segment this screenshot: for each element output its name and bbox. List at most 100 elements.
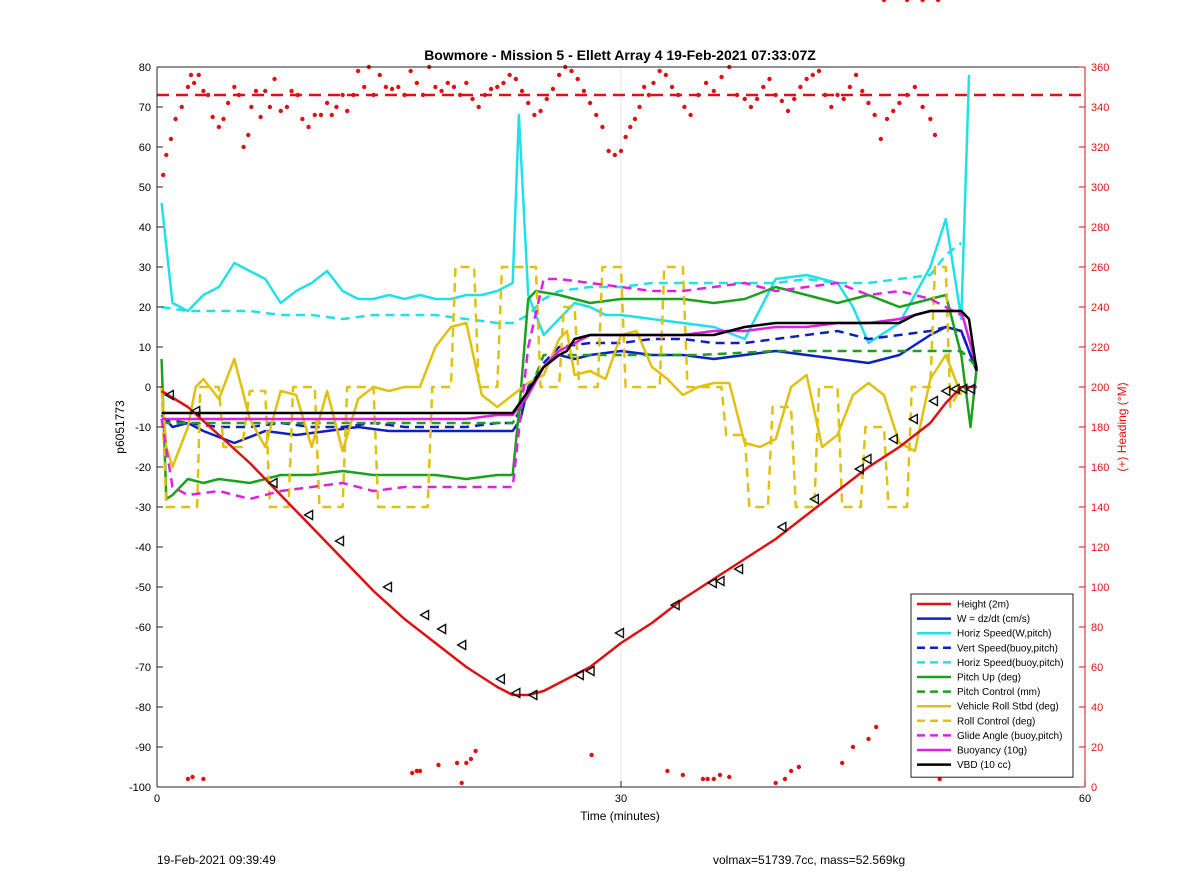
heading-point xyxy=(464,760,469,766)
height-marker xyxy=(419,609,430,621)
heading-point xyxy=(581,88,587,94)
height-marker xyxy=(927,395,939,407)
height-marker xyxy=(808,493,820,505)
y2-tick-label: 40 xyxy=(1091,702,1103,714)
heading-point xyxy=(705,776,710,782)
legend-label: Horiz Speed(buoy,pitch) xyxy=(957,658,1064,669)
heading-point xyxy=(779,98,785,104)
heading-point xyxy=(295,92,300,98)
heading-point xyxy=(884,116,890,122)
heading-point xyxy=(362,84,367,90)
x-axis-label: Time (minutes) xyxy=(580,809,660,823)
y2-tick-label: 260 xyxy=(1091,262,1109,274)
y2-tick-label: 220 xyxy=(1091,342,1109,354)
x-tick-label: 0 xyxy=(154,793,160,805)
heading-point xyxy=(306,124,311,130)
heading-point xyxy=(612,152,618,158)
heading-point xyxy=(420,92,426,98)
y-tick-label: 70 xyxy=(139,102,151,114)
heading-point xyxy=(544,96,549,102)
heading-point xyxy=(267,104,273,110)
heading-point xyxy=(236,92,242,98)
y2-tick-label: 200 xyxy=(1091,382,1109,394)
heading-point xyxy=(742,96,747,102)
y-tick-label: 0 xyxy=(145,382,151,394)
heading-point xyxy=(606,148,611,154)
heading-point xyxy=(628,124,633,130)
y-tick-label: -100 xyxy=(129,782,151,794)
y-tick-label: 20 xyxy=(139,302,151,314)
x-tick-label: 60 xyxy=(1079,793,1091,805)
y-tick-label: 10 xyxy=(139,342,151,354)
heading-point xyxy=(688,112,693,118)
height-marker xyxy=(190,405,201,417)
heading-point xyxy=(928,116,933,122)
heading-point xyxy=(253,88,259,94)
heading-point xyxy=(201,88,206,94)
heading-point xyxy=(623,134,628,140)
heading-point xyxy=(711,88,716,94)
heading-point xyxy=(451,84,457,90)
heading-point xyxy=(767,76,772,82)
heading-point xyxy=(334,104,339,110)
heading-point xyxy=(788,768,794,774)
heading-point xyxy=(168,136,174,142)
heading-point xyxy=(897,100,902,106)
height-marker xyxy=(887,433,898,445)
legend-label: Vehicle Roll Stbd (deg) xyxy=(957,702,1059,713)
heading-point xyxy=(920,0,925,3)
heading-point xyxy=(232,84,237,90)
heading-point xyxy=(371,92,376,98)
height-marker xyxy=(706,577,717,589)
heading-point xyxy=(414,80,420,86)
heading-point xyxy=(216,124,222,130)
series-line-9 xyxy=(160,277,962,501)
heading-point xyxy=(872,112,877,118)
heading-point xyxy=(476,104,481,110)
heading-point xyxy=(345,108,350,114)
height-marker xyxy=(714,575,725,587)
heading-point xyxy=(651,80,656,86)
heading-point xyxy=(637,104,642,110)
series-line-5 xyxy=(160,285,978,501)
y-tick-label: -10 xyxy=(135,422,151,434)
heading-point xyxy=(241,144,246,150)
heading-point xyxy=(734,92,740,98)
height-markers xyxy=(163,383,976,701)
heading-point xyxy=(703,80,709,86)
heading-point xyxy=(874,724,879,730)
y2-tick-label: 180 xyxy=(1091,422,1109,434)
heading-point xyxy=(748,104,754,110)
series-line-4 xyxy=(161,242,963,325)
heading-point xyxy=(700,776,706,782)
heading-point xyxy=(417,768,423,774)
y-tick-label: -80 xyxy=(135,702,151,714)
heading-point xyxy=(439,88,444,94)
height-marker xyxy=(614,627,625,639)
y2-tick-label: 120 xyxy=(1091,542,1109,554)
heading-point xyxy=(719,74,724,80)
legend: Height (2m) W = dz/dt (cm/s) Horiz Speed(W… xyxy=(910,593,1074,778)
heading-point xyxy=(312,112,317,118)
heading-point xyxy=(468,756,474,762)
heading-point xyxy=(810,72,815,78)
heading-point xyxy=(513,76,519,82)
height-marker xyxy=(861,453,872,465)
heading-point xyxy=(773,92,778,98)
heading-point xyxy=(284,104,290,110)
legend-box xyxy=(910,593,1074,778)
heading-point xyxy=(785,108,791,114)
heading-point xyxy=(841,96,846,102)
y-tick-label: -30 xyxy=(135,502,151,514)
heading-point xyxy=(205,92,211,98)
heading-point xyxy=(847,84,853,90)
heading-point xyxy=(853,72,859,78)
y2-tick-label: 300 xyxy=(1091,182,1109,194)
heading-point xyxy=(569,68,574,74)
heading-point xyxy=(796,764,802,770)
heading-point xyxy=(340,92,345,98)
legend-label: Pitch Control (mm) xyxy=(957,687,1040,698)
heading-point xyxy=(519,88,525,94)
legend-label: Pitch Up (deg) xyxy=(957,673,1021,684)
